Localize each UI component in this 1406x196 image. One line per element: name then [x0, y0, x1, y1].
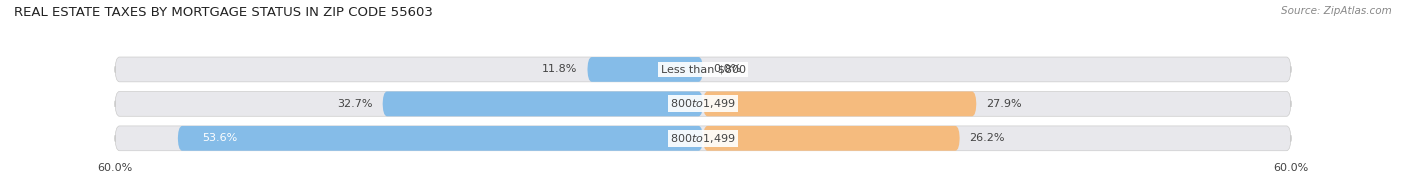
- Text: 27.9%: 27.9%: [986, 99, 1022, 109]
- Text: 0.0%: 0.0%: [713, 64, 741, 74]
- Text: 26.2%: 26.2%: [970, 133, 1005, 143]
- FancyBboxPatch shape: [588, 57, 703, 82]
- Text: Source: ZipAtlas.com: Source: ZipAtlas.com: [1281, 6, 1392, 16]
- Text: 53.6%: 53.6%: [202, 133, 238, 143]
- FancyBboxPatch shape: [115, 92, 1291, 116]
- Text: $800 to $1,499: $800 to $1,499: [671, 132, 735, 145]
- FancyBboxPatch shape: [703, 92, 976, 116]
- Text: $800 to $1,499: $800 to $1,499: [671, 97, 735, 110]
- FancyBboxPatch shape: [115, 57, 1291, 82]
- Text: 11.8%: 11.8%: [543, 64, 578, 74]
- FancyBboxPatch shape: [382, 92, 703, 116]
- Text: 32.7%: 32.7%: [337, 99, 373, 109]
- Text: Less than $800: Less than $800: [661, 64, 745, 74]
- FancyBboxPatch shape: [703, 126, 960, 151]
- FancyBboxPatch shape: [115, 126, 1291, 151]
- FancyBboxPatch shape: [177, 126, 703, 151]
- Text: REAL ESTATE TAXES BY MORTGAGE STATUS IN ZIP CODE 55603: REAL ESTATE TAXES BY MORTGAGE STATUS IN …: [14, 6, 433, 19]
